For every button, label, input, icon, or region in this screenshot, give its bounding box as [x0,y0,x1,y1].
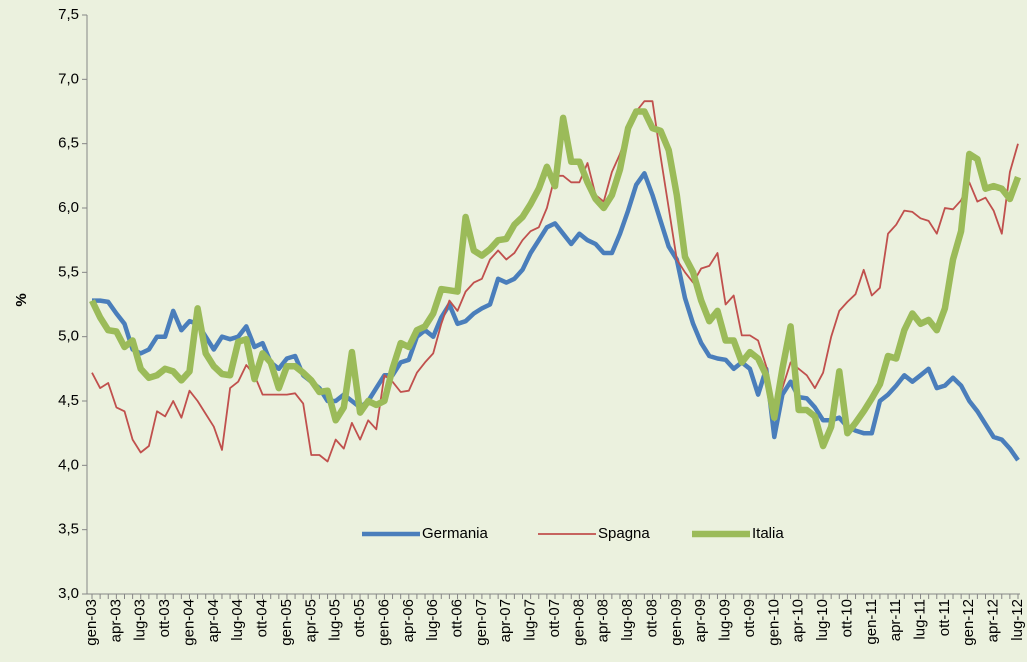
x-tick-label: ott-03 [156,599,173,637]
x-tick-label: apr-05 [302,599,319,642]
x-tick-label: lug-06 [424,599,441,641]
y-tick-label: 6,5 [58,135,79,152]
x-tick-label: gen-10 [765,599,782,646]
y-tick-label: 6,0 [58,199,79,216]
y-axis-label: % [13,293,30,306]
x-tick-label: lug-03 [132,599,149,641]
legend-label: Spagna [598,525,650,542]
x-tick-label: ott-11 [936,599,953,636]
series-line [92,171,1020,462]
x-tick-label: apr-09 [692,599,709,642]
x-tick-label: gen-04 [180,599,197,646]
x-tick-label: apr-07 [497,599,514,642]
x-tick-label: gen-03 [83,599,100,646]
y-tick-label: 5,5 [58,263,79,280]
x-tick-label: gen-08 [570,599,587,646]
x-tick-label: lug-09 [717,599,734,641]
x-tick-label: gen-11 [863,599,880,645]
y-tick-label: 3,0 [58,585,79,602]
x-tick-label: apr-10 [790,599,807,642]
x-tick-label: gen-06 [375,599,392,646]
x-tick-label: ott-09 [741,599,758,637]
x-tick-label: ott-05 [351,599,368,637]
x-tick-label: ott-08 [643,599,660,637]
x-tick-label: apr-03 [107,599,124,642]
x-tick-label: lug-07 [522,599,539,641]
x-tick-label: gen-05 [278,599,295,646]
x-tick-label: ott-06 [448,599,465,637]
x-tick-label: lug-05 [327,599,344,641]
x-tick-label: apr-06 [400,599,417,642]
x-tick-label: gen-09 [668,599,685,646]
x-tick-label: apr-08 [595,599,612,642]
x-tick-label: lug-08 [619,599,636,641]
x-tick-label: lug-04 [229,599,246,641]
y-tick-label: 4,5 [58,392,79,409]
x-tick-label: ott-07 [546,599,563,637]
y-tick-label: 3,5 [58,521,79,538]
x-tick-label: gen-07 [473,599,490,646]
x-tick-label: gen-12 [960,599,977,646]
y-tick-label: 7,5 [58,6,79,23]
legend-label: Germania [422,525,489,542]
y-tick-label: 7,0 [58,70,79,87]
y-tick-label: 5,0 [58,328,79,345]
x-tick-label: ott-04 [254,599,271,637]
x-tick-label: apr-04 [205,599,222,642]
series-line [89,108,1022,450]
legend-label: Italia [752,525,784,542]
y-tick-label: 4,0 [58,456,79,473]
x-tick-label: apr-12 [985,599,1002,642]
x-tick-label: ott-10 [838,599,855,637]
legend: Germania Spagna Italia [362,525,784,542]
x-tick-label: lug-10 [814,599,831,641]
x-tick-label: apr-11 [887,599,904,641]
x-tick-label: lug-11 [911,599,928,640]
x-tick-label: lug-12 [1009,599,1026,641]
